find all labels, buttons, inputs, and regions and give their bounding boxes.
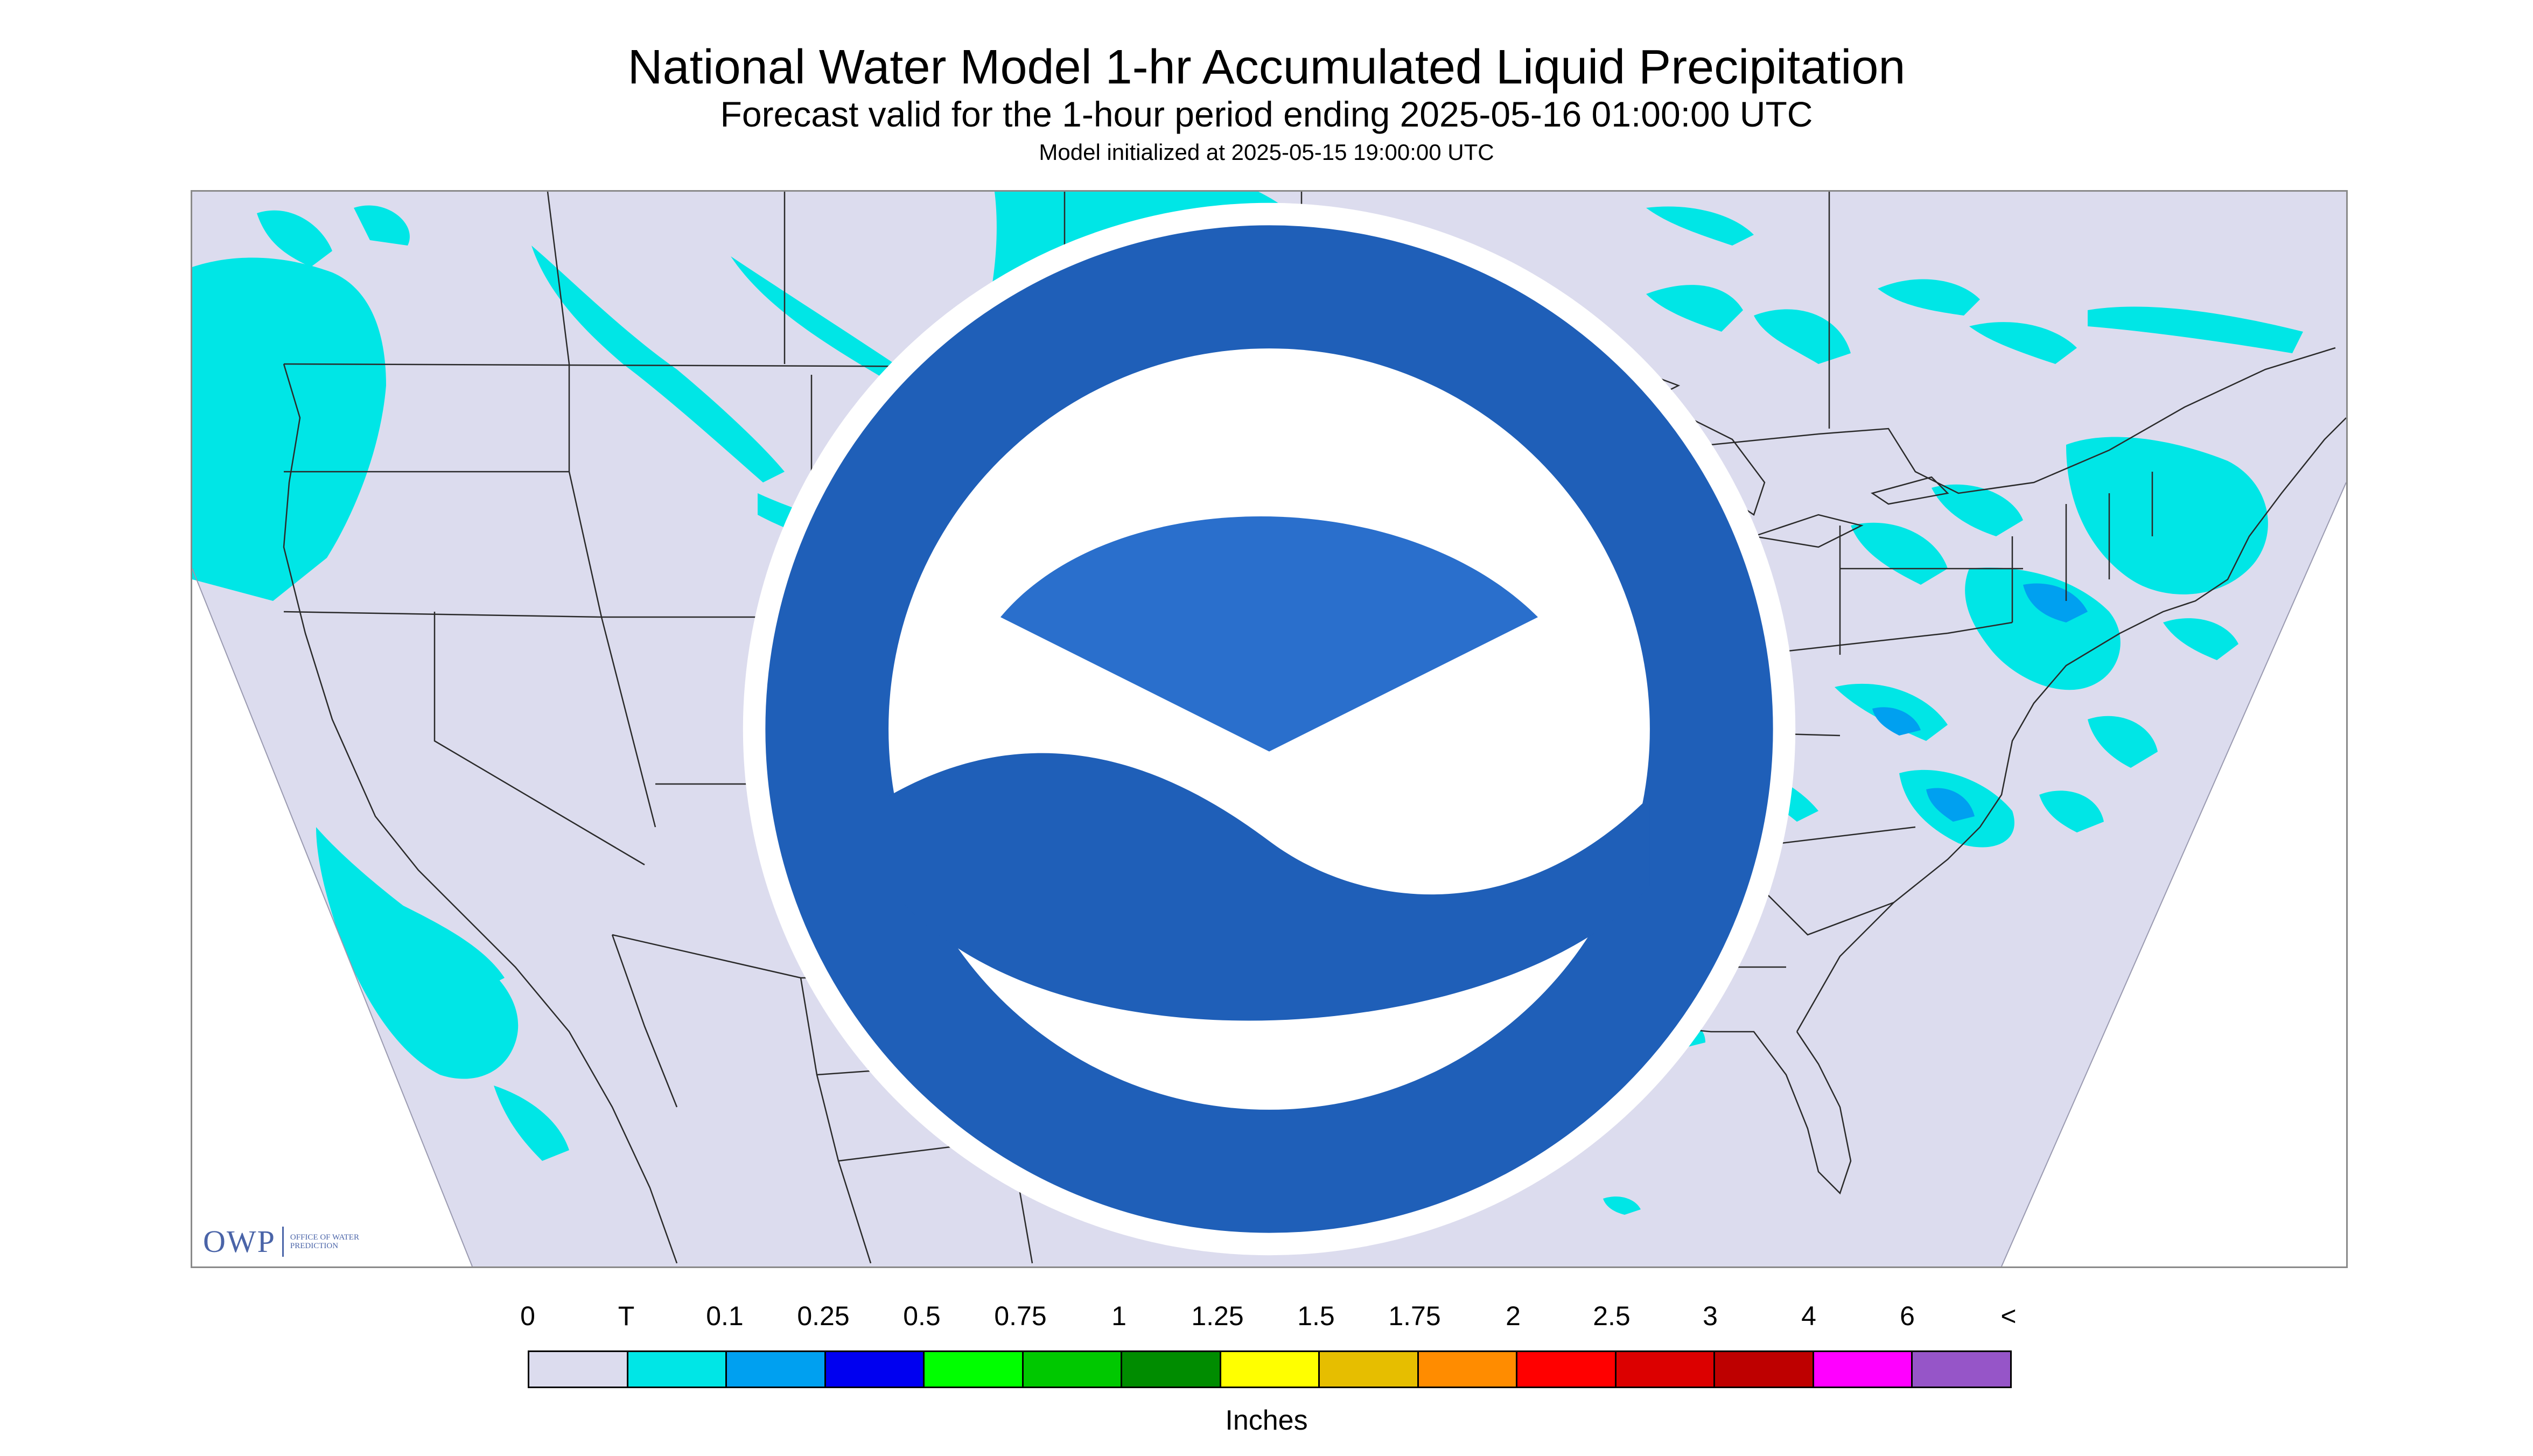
owp-divider: [282, 1227, 284, 1257]
legend-swatch-7: [1221, 1352, 1320, 1387]
legend-label: 1.25: [1191, 1301, 1244, 1331]
legend-swatch-3: [825, 1352, 925, 1387]
legend-label: 4: [1801, 1301, 1816, 1331]
legend-label: 1.75: [1388, 1301, 1441, 1331]
legend-labels: 0 T 0.1 0.25 0.5 0.75 1 1.25 1.5 1.75 2 …: [0, 1300, 2533, 1338]
legend-swatch-12: [1715, 1352, 1814, 1387]
legend-swatch-0: [529, 1352, 628, 1387]
owp-wordmark: OWP: [203, 1224, 276, 1259]
legend-swatch-9: [1418, 1352, 1518, 1387]
legend-swatch-2: [727, 1352, 826, 1387]
legend-label: 0.75: [994, 1301, 1047, 1331]
legend-label: 1.5: [1297, 1301, 1335, 1331]
noaa-emblem-icon: [743, 202, 1796, 1256]
legend-units: Inches: [1225, 1405, 1308, 1436]
legend-swatch-1: [628, 1352, 727, 1387]
legend-color-bar: [528, 1350, 2012, 1388]
legend-label: 2.5: [1593, 1301, 1631, 1331]
legend-swatch-10: [1517, 1352, 1617, 1387]
legend-swatch-14: [1913, 1352, 2010, 1387]
legend-label: 1: [1111, 1301, 1126, 1331]
legend-swatch-8: [1320, 1352, 1419, 1387]
legend-swatch-6: [1122, 1352, 1221, 1387]
legend-label: 3: [1703, 1301, 1718, 1331]
legend-label: 0.25: [797, 1301, 850, 1331]
owp-logo: OWP OFFICE OF WATER PREDICTION: [203, 1226, 366, 1258]
legend-swatch-4: [925, 1352, 1024, 1387]
owp-subtitle: OFFICE OF WATER PREDICTION: [290, 1233, 359, 1250]
legend-label: 0: [520, 1301, 535, 1331]
legend-label: 6: [1900, 1301, 1915, 1331]
page-title: National Water Model 1-hr Accumulated Li…: [627, 40, 1906, 94]
legend-swatch-11: [1616, 1352, 1716, 1387]
legend-label: T: [618, 1301, 635, 1331]
legend-label: 2: [1506, 1301, 1521, 1331]
model-init-line: Model initialized at 2025-05-15 19:00:00…: [1039, 139, 1494, 165]
legend-label: 0.1: [706, 1301, 744, 1331]
legend-label: 0.5: [903, 1301, 941, 1331]
domain-edge: [192, 482, 2346, 1266]
legend-label: <: [2000, 1301, 2017, 1331]
legend-swatch-13: [1814, 1352, 1913, 1387]
forecast-valid-subtitle: Forecast valid for the 1-hour period end…: [720, 94, 1813, 134]
precipitation-map: OWP OFFICE OF WATER PREDICTION: [191, 190, 2348, 1268]
legend-swatch-5: [1023, 1352, 1123, 1387]
